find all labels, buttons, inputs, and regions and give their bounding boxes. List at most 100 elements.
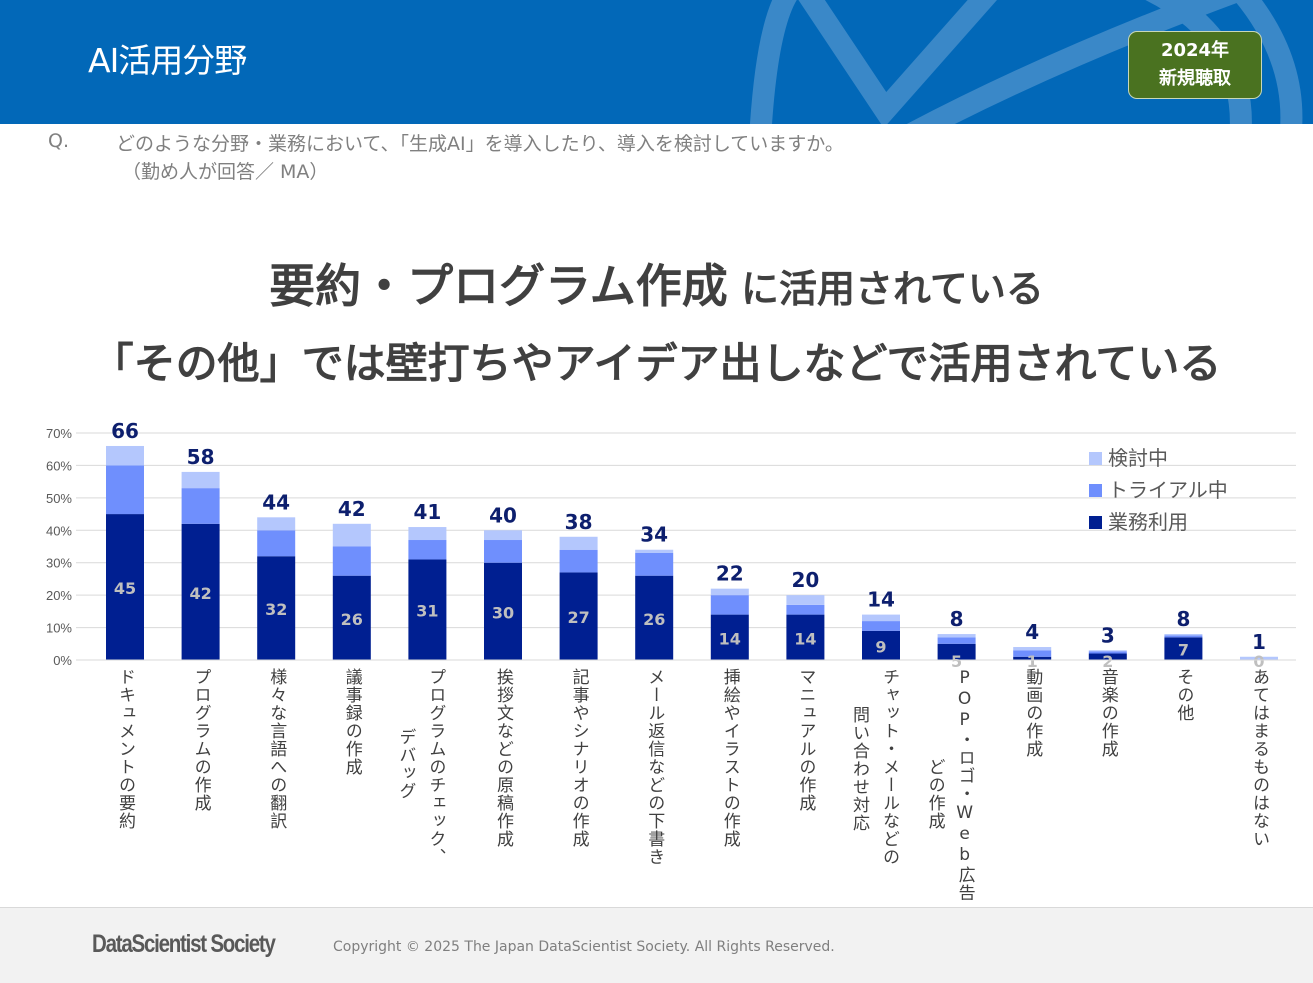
bar-segment-considering [408, 527, 447, 541]
bar-segment-business [1164, 637, 1203, 660]
new-survey-badge: 2024年 新規聴取 [1128, 31, 1262, 99]
headline-rest: に活用されている [727, 267, 1044, 311]
bar-segment-considering [257, 517, 296, 531]
x-category-label: デバッグ [395, 728, 415, 800]
x-category-label: チャット・メールなどの [879, 668, 899, 866]
total-label: 41 [413, 500, 441, 524]
bar-segment-trial [786, 604, 825, 615]
x-category-label: POP・ロゴ・Web広告な [955, 668, 976, 900]
bar-segment-considering [1013, 647, 1052, 651]
x-category-label: どの作成 [925, 758, 946, 830]
footer: DataScientist Society Copyright © 2025 T… [0, 907, 1313, 983]
business-use-label: 45 [114, 579, 136, 598]
x-category-label: その他 [1173, 668, 1194, 722]
business-use-label: 0 [1253, 652, 1264, 671]
bar-segment-business [1013, 656, 1052, 660]
x-category-label: メール返信などの下書き [644, 668, 665, 866]
total-label: 8 [950, 607, 964, 631]
bar-segment-considering [786, 595, 825, 605]
bar-segment-considering [484, 530, 522, 541]
x-category-label: 挨拶文などの原稿作成 [493, 668, 514, 848]
total-label: 44 [262, 490, 290, 514]
bar-segment-trial [408, 540, 447, 560]
bar-segment-considering [181, 471, 220, 489]
business-use-label: 1 [1027, 652, 1038, 671]
bar-segment-trial [635, 552, 674, 576]
chart-legend: 検討中 トライアル中 業務利用 [1089, 440, 1228, 536]
bar-segment-business [937, 643, 976, 660]
business-use-label: 5 [951, 652, 962, 671]
question-prefix: Q. [48, 130, 69, 152]
business-use-label: 32 [265, 600, 287, 619]
bar-segment-considering [862, 614, 900, 622]
headline-line1: 要約・プログラム作成 に活用されている [0, 250, 1313, 316]
legend-swatch-considering [1089, 451, 1102, 465]
bar-segment-trial [106, 465, 144, 515]
total-label: 58 [187, 445, 215, 469]
y-tick-label: 50% [46, 491, 72, 506]
bar-segment-considering [106, 445, 144, 466]
y-tick-label: 20% [46, 588, 72, 603]
question-subtext: （勤め人が回答／ MA） [122, 161, 329, 183]
bar-segment-considering [1240, 656, 1278, 660]
bar-segment-trial [484, 540, 522, 563]
business-use-label: 30 [492, 603, 514, 622]
badge-year: 2024年 [1160, 40, 1230, 61]
bar-segment-trial [1013, 650, 1052, 657]
bar-segment-business [257, 556, 296, 660]
business-use-label: 27 [567, 608, 589, 627]
bar-segment-considering [635, 549, 674, 553]
legend-swatch-trial [1089, 483, 1102, 497]
headline-line2: 「その他」では壁打ちやアイデア出しなどで活用されている [91, 339, 1222, 388]
bar-segment-considering [1164, 634, 1203, 636]
y-tick-label: 30% [46, 556, 72, 571]
legend-label: 業務利用 [1108, 509, 1188, 534]
x-category-label: 議事録の作成 [342, 668, 363, 776]
page-title: AI活用分野 [88, 41, 247, 80]
y-tick-label: 10% [46, 621, 72, 636]
bar-segment-considering [710, 588, 749, 596]
total-label: 3 [1101, 623, 1115, 647]
bar-segment-considering [559, 536, 598, 550]
x-category-label: 動画の作成 [1022, 668, 1043, 758]
bar-segment-business [484, 562, 522, 660]
x-category-label: 様々な言語への翻訳 [266, 668, 287, 830]
bar-segment-business [862, 630, 900, 660]
total-label: 4 [1025, 620, 1039, 644]
business-use-label: 26 [643, 610, 665, 629]
bar-segment-trial [862, 621, 900, 631]
total-label: 22 [716, 562, 744, 586]
stacked-bar-chart: 0%10%20%30%40%50%60%70% 6645ドキュメントの要約5842… [46, 419, 1296, 900]
total-label: 8 [1176, 607, 1190, 631]
x-category-label: 挿絵やイラストの作成 [720, 668, 741, 848]
x-category-label: 記事やシナリオの作成 [569, 668, 590, 848]
y-tick-label: 60% [46, 458, 72, 473]
y-tick-label: 0% [53, 653, 72, 668]
bar-segment-considering [937, 634, 976, 638]
headline-emphasis: 要約・プログラム作成 [269, 259, 728, 313]
business-use-label: 7 [1178, 641, 1189, 660]
business-use-label: 9 [875, 637, 886, 656]
legend-label: 検討中 [1108, 445, 1168, 470]
bar-segment-business [559, 572, 598, 660]
bar-segment-trial [559, 549, 598, 573]
legend-swatch-business [1089, 515, 1102, 529]
y-tick-label: 40% [46, 523, 72, 538]
legend-item-trial: トライアル中 [1089, 472, 1228, 504]
total-label: 34 [640, 523, 668, 547]
x-category-label: マニュアルの作成 [795, 668, 816, 812]
total-label: 66 [111, 419, 139, 443]
bar-segment-trial [710, 595, 749, 615]
bar-segment-business [786, 614, 825, 660]
bar-segment-business [710, 614, 749, 660]
x-category-label: 音楽の作成 [1098, 668, 1119, 758]
business-use-label: 2 [1102, 652, 1113, 671]
x-category-label: プログラムのチェック、 [425, 668, 445, 866]
bar-segment-trial [937, 637, 976, 644]
total-label: 42 [338, 497, 366, 521]
business-use-label: 14 [719, 629, 741, 648]
x-category-label: 問い合わせ対応 [849, 706, 870, 832]
question-text: どのような分野・業務において、「生成AI」を導入したり、導入を検討していますか。 [116, 133, 844, 155]
total-label: 40 [489, 503, 517, 527]
y-tick-label: 70% [46, 426, 72, 441]
